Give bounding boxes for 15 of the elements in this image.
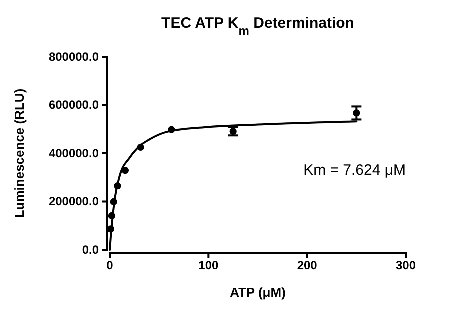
y-axis-title: Luminescence (RLU) bbox=[12, 88, 27, 218]
x-tick-label: 300 bbox=[396, 258, 416, 273]
y-tick-label: 0.0 bbox=[82, 242, 100, 257]
x-tick-label: 0 bbox=[106, 258, 114, 273]
y-tick-label: 600000.0 bbox=[48, 98, 100, 112]
x-tick-label: 100 bbox=[198, 258, 219, 273]
point bbox=[230, 128, 237, 136]
y-tick-label: 800000.0 bbox=[48, 50, 100, 64]
annotation: Km = 7.624 μM bbox=[304, 162, 406, 179]
x-axis-title: ATP (μM) bbox=[230, 285, 286, 300]
x-tick-label: 200 bbox=[297, 258, 318, 273]
point bbox=[353, 110, 360, 117]
y-tick-label: 400000.0 bbox=[48, 146, 100, 160]
chart-title: TEC ATP K$_{m}$ Determination bbox=[162, 15, 354, 38]
y-tick-label: 200000.0 bbox=[48, 194, 100, 209]
